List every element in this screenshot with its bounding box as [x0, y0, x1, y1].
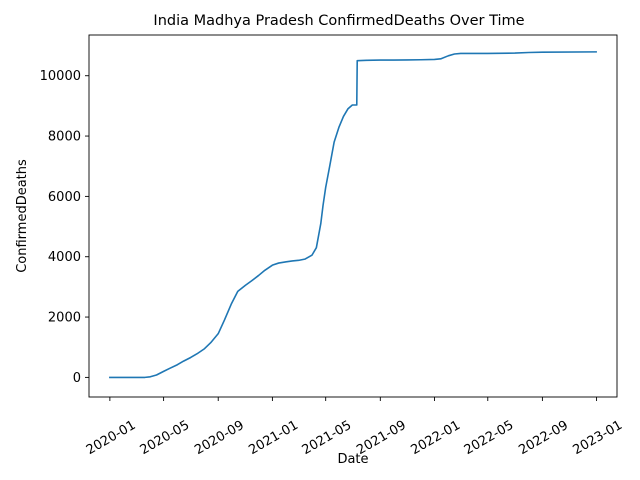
plot-frame [88, 34, 618, 398]
y-tick-label: 6000 [48, 190, 81, 205]
x-axis-label: Date [337, 452, 368, 467]
chart-title: India Madhya Pradesh ConfirmedDeaths Ove… [153, 13, 524, 29]
series-line-0 [109, 51, 597, 379]
y-tick-label: 4000 [48, 250, 81, 265]
y-tick-label: 10000 [40, 69, 81, 84]
plot-marks [109, 51, 597, 379]
y-tick-label: 0 [73, 371, 81, 386]
y-axis-label: ConfirmedDeaths [15, 159, 30, 273]
y-tick-label: 8000 [48, 130, 81, 145]
y-tick-label: 2000 [48, 311, 81, 326]
